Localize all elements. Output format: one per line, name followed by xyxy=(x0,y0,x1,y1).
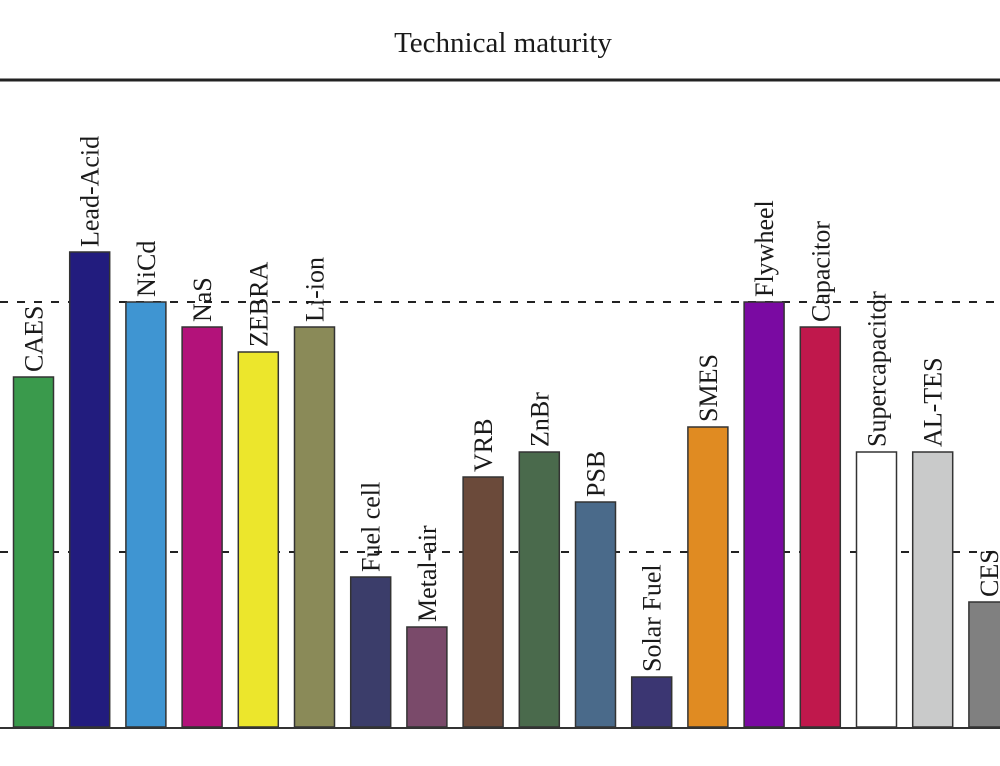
bar-li-ion xyxy=(293,326,336,728)
bar-nas xyxy=(181,326,223,728)
bar-supercapacitor xyxy=(855,451,898,728)
bar-label: CAES xyxy=(20,306,49,372)
bar-znbr xyxy=(518,451,561,728)
bar-flywheel xyxy=(743,301,785,728)
bar-label: Supercapacitor xyxy=(863,291,892,447)
chart-title: Technical maturity xyxy=(394,27,612,59)
bar-label: Solar Fuel xyxy=(638,564,667,672)
bar-label: AL-TES xyxy=(919,357,948,447)
bar-label: VRB xyxy=(469,419,498,472)
bar-label: ZnBr xyxy=(525,392,554,447)
bar-label: Lead-Acid xyxy=(76,136,105,247)
bar-zebra xyxy=(237,351,280,728)
bar-vrb xyxy=(462,476,504,728)
bar-label: Fuel cell xyxy=(357,482,386,572)
bar-label: PSB xyxy=(582,451,611,497)
bar-label: Flywheel xyxy=(750,200,779,297)
bar-nicd xyxy=(125,301,167,728)
bar-label: Capacitor xyxy=(806,221,835,322)
bar-label: CES xyxy=(975,549,1000,597)
bar-label: ZEBRA xyxy=(244,262,273,347)
bar-label: Li-ion xyxy=(301,257,330,322)
bar-solar-fuel xyxy=(630,676,673,728)
bar-ces xyxy=(968,601,1000,728)
bar-label: Metal-air xyxy=(413,525,442,622)
bar-psb xyxy=(574,501,617,728)
bar-label: NaS xyxy=(188,277,217,322)
bar-lead-acid xyxy=(68,251,111,728)
bar-label: NiCd xyxy=(132,241,161,297)
bar-metal-air xyxy=(406,626,448,728)
bar-caes xyxy=(12,376,55,728)
bar-capacitor xyxy=(799,326,842,728)
bar-label: SMES xyxy=(694,354,723,422)
bar-al-tes xyxy=(911,451,954,728)
bar-fuel-cell xyxy=(349,576,392,728)
bar-smes xyxy=(687,426,729,728)
